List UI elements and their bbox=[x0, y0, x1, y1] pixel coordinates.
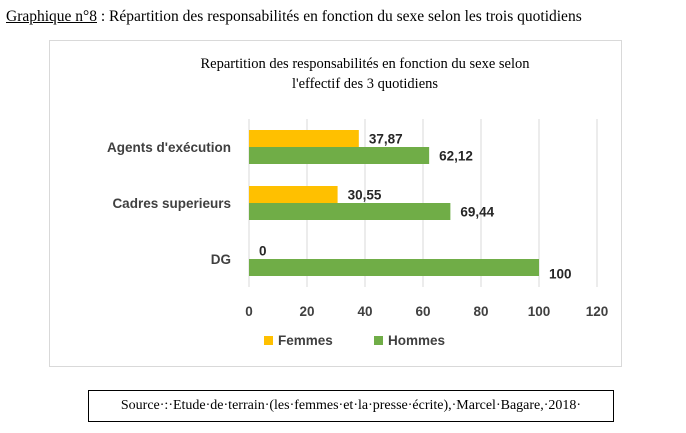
labels: 0 20 40 60 80 100 120 Agents d'exécution 37,87 62… bbox=[107, 132, 608, 320]
bar-hommes-0 bbox=[249, 147, 430, 164]
data-label-hommes-1: 69,44 bbox=[460, 205, 494, 220]
bar-femmes-0 bbox=[249, 130, 359, 147]
figure-caption-text: : Répartition des responsabilités en fon… bbox=[97, 8, 582, 25]
x-tick-label-0: 0 bbox=[245, 304, 253, 319]
x-tick-label-80: 80 bbox=[473, 304, 488, 319]
x-tick-label-40: 40 bbox=[357, 304, 372, 319]
data-label-femmes-2: 0 bbox=[259, 244, 267, 259]
figure-caption: Graphique n°8 : Répartition des responsa… bbox=[6, 8, 582, 26]
bar-hommes-2 bbox=[249, 259, 539, 276]
legend-swatch-femmes bbox=[264, 336, 273, 345]
data-label-femmes-0: 37,87 bbox=[369, 132, 403, 147]
category-label: DG bbox=[211, 252, 231, 267]
legend-swatch-hommes bbox=[374, 336, 383, 345]
data-label-femmes-1: 30,55 bbox=[348, 188, 382, 203]
bar-femmes-1 bbox=[249, 186, 338, 203]
chart-title-line-2: l'effectif des 3 quotidiens bbox=[292, 76, 438, 92]
chart-title-line-1: Repartition des responsabilités en fonct… bbox=[201, 56, 531, 72]
x-tick-label-120: 120 bbox=[586, 304, 609, 319]
figure-caption-label: Graphique n°8 bbox=[6, 8, 97, 25]
x-tick-label-100: 100 bbox=[528, 304, 551, 319]
legend-label-femmes: Femmes bbox=[278, 333, 333, 348]
legend-label-hommes: Hommes bbox=[388, 333, 445, 348]
x-tick-label-60: 60 bbox=[415, 304, 430, 319]
chart-frame: Repartition des responsabilités en fonct… bbox=[49, 40, 622, 367]
bar-chart: Repartition des responsabilités en fonct… bbox=[107, 56, 608, 348]
x-tick-label-20: 20 bbox=[299, 304, 314, 319]
data-label-hommes-2: 100 bbox=[549, 267, 572, 282]
category-label: Cadres superieurs bbox=[112, 196, 231, 211]
source-note: Source·:·Etude·de·terrain·(les·femmes·et… bbox=[88, 390, 614, 422]
bar-hommes-1 bbox=[249, 203, 451, 220]
data-label-hommes-0: 62,12 bbox=[439, 149, 473, 164]
category-label: Agents d'exécution bbox=[107, 140, 231, 155]
legend: Femmes Hommes bbox=[264, 333, 445, 348]
bars bbox=[249, 130, 539, 276]
